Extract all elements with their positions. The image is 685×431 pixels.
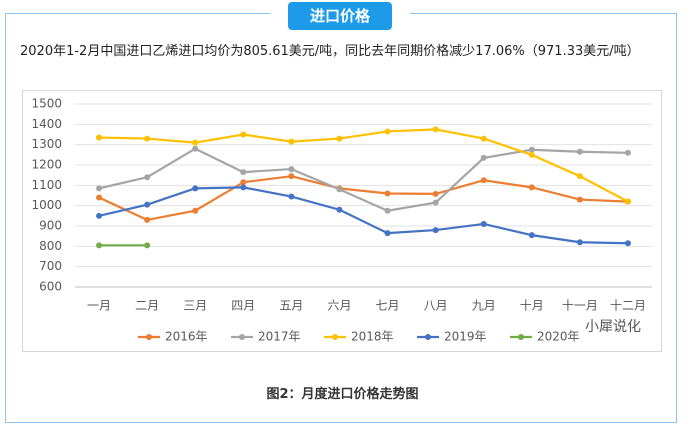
x-tick-label: 十一月 — [562, 299, 598, 313]
x-tick-label: 十月 — [520, 299, 544, 313]
legend-label: 2018年 — [351, 330, 394, 344]
marker — [96, 194, 103, 201]
y-tick-label: 700 — [39, 259, 62, 273]
x-tick-label: 五月 — [279, 299, 303, 313]
marker — [480, 220, 487, 227]
badge: 进口价格 — [288, 2, 392, 30]
marker — [192, 185, 199, 192]
marker — [192, 139, 199, 146]
marker — [432, 199, 439, 206]
marker — [288, 166, 295, 173]
y-tick-label: 1000 — [31, 198, 62, 212]
marker — [144, 135, 151, 142]
legend-label: 2020年 — [537, 330, 580, 344]
y-tick-label: 800 — [39, 239, 62, 253]
x-tick-label: 三月 — [183, 299, 207, 313]
marker — [576, 148, 583, 155]
marker — [288, 193, 295, 200]
marker — [384, 128, 391, 135]
legend-marker — [425, 334, 431, 340]
x-tick-label: 二月 — [135, 299, 159, 313]
marker — [96, 242, 103, 249]
legend-marker — [239, 334, 245, 340]
x-tick-label: 十二月 — [610, 299, 646, 313]
marker — [288, 173, 295, 180]
marker — [528, 232, 535, 239]
marker — [288, 138, 295, 145]
chart-box — [22, 90, 662, 352]
marker — [528, 151, 535, 158]
y-tick-label: 1300 — [31, 137, 62, 151]
marker — [96, 134, 103, 141]
marker — [96, 185, 103, 192]
y-tick-label: 1100 — [31, 178, 62, 192]
legend-marker — [146, 334, 152, 340]
marker — [384, 190, 391, 197]
y-tick-label: 1400 — [31, 117, 62, 131]
legend-marker — [518, 334, 524, 340]
marker — [624, 198, 631, 205]
marker — [624, 240, 631, 247]
legend-label: 2016年 — [165, 330, 208, 344]
marker — [144, 216, 151, 223]
paragraph: 2020年1-2月中国进口乙烯进口均价为805.61美元/吨，同比去年同期价格减… — [20, 44, 640, 59]
marker — [240, 169, 247, 176]
marker — [432, 227, 439, 234]
marker — [336, 206, 343, 213]
marker — [576, 196, 583, 203]
line-series — [99, 128, 629, 203]
legend-marker — [332, 334, 338, 340]
x-tick-label: 九月 — [472, 299, 496, 313]
marker — [384, 207, 391, 214]
y-tick-label: 900 — [39, 219, 62, 233]
marker — [528, 146, 535, 153]
marker — [480, 154, 487, 161]
x-tick-label: 六月 — [327, 299, 351, 313]
x-tick-label: 八月 — [424, 299, 448, 313]
x-tick-label: 一月 — [87, 299, 111, 313]
line-series — [98, 186, 628, 245]
marker — [240, 179, 247, 186]
marker — [432, 126, 439, 133]
marker — [336, 186, 343, 193]
marker — [192, 207, 199, 214]
marker — [96, 212, 103, 219]
marker — [144, 201, 151, 208]
marker — [240, 184, 247, 191]
marker — [480, 177, 487, 184]
x-tick-label: 七月 — [376, 299, 400, 313]
line-series — [98, 175, 629, 222]
marker — [336, 135, 343, 142]
marker — [192, 145, 199, 152]
y-tick-label: 600 — [39, 280, 62, 294]
x-tick-label: 四月 — [231, 299, 255, 313]
marker — [528, 184, 535, 191]
marker — [576, 173, 583, 180]
marker — [240, 131, 247, 138]
y-tick-label: 1500 — [31, 97, 62, 111]
marker — [144, 174, 151, 181]
y-tick-label: 1200 — [31, 158, 62, 172]
marker — [384, 230, 391, 237]
marker — [624, 149, 631, 156]
caption: 图2：月度进口价格走势图 — [266, 387, 419, 402]
marker — [144, 242, 151, 249]
legend-label: 2017年 — [258, 330, 301, 344]
legend-label: 2019年 — [444, 330, 487, 344]
marker — [480, 135, 487, 142]
watermark: 小犀说化 — [585, 319, 641, 335]
marker — [432, 190, 439, 197]
marker — [576, 239, 583, 246]
line-series — [98, 147, 628, 212]
